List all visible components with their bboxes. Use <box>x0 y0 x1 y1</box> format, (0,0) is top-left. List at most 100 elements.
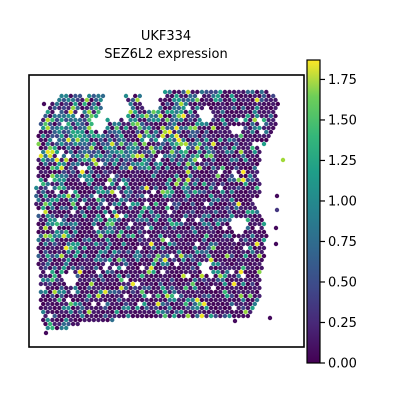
expression-spot <box>149 225 154 231</box>
expression-spot <box>250 185 255 191</box>
expression-spot <box>43 161 48 167</box>
expression-spot <box>211 165 216 171</box>
expression-spot <box>38 281 44 287</box>
expression-spot <box>213 225 218 231</box>
plot-frame <box>28 74 305 348</box>
expression-spot <box>252 301 257 307</box>
expression-spot <box>43 185 48 191</box>
expression-spot <box>105 309 110 315</box>
expression-spot <box>121 297 126 303</box>
expression-spot <box>36 189 41 195</box>
expression-spot <box>185 209 191 215</box>
expression-spot <box>87 277 92 283</box>
expression-spot <box>248 277 253 283</box>
expression-spot <box>38 225 44 231</box>
expression-spot <box>82 125 87 131</box>
expression-spot <box>229 309 234 315</box>
expression-spot <box>57 233 62 239</box>
expression-spot <box>151 221 156 227</box>
expression-spot <box>271 101 276 107</box>
expression-spot <box>213 209 218 215</box>
expression-spot <box>110 141 115 147</box>
expression-spot <box>135 105 140 111</box>
expression-spot <box>158 129 163 135</box>
expression-spot <box>43 249 48 255</box>
expression-spot <box>119 277 124 283</box>
expression-spot <box>151 253 156 259</box>
expression-spot <box>197 101 202 107</box>
expression-spot <box>93 209 99 215</box>
expression-spot <box>133 245 138 251</box>
expression-spot <box>218 129 223 135</box>
expression-spot <box>89 217 94 223</box>
expression-spot <box>146 301 152 307</box>
expression-spot <box>84 217 90 223</box>
expression-spot <box>183 133 188 139</box>
expression-spot <box>162 257 168 263</box>
expression-spot <box>66 265 71 271</box>
expression-spot <box>229 157 234 163</box>
expression-spot <box>107 225 113 231</box>
expression-spot <box>84 241 90 247</box>
expression-spot <box>250 113 255 119</box>
expression-spot <box>103 177 108 183</box>
expression-spot <box>137 93 142 99</box>
expression-spot <box>195 121 200 127</box>
expression-spot <box>50 189 55 195</box>
expression-spot <box>241 97 246 103</box>
expression-spot <box>47 129 53 135</box>
expression-spot <box>84 305 90 311</box>
expression-spot <box>208 185 214 191</box>
expression-spot <box>215 101 221 107</box>
expression-spot <box>218 241 223 247</box>
expression-spot <box>47 217 53 223</box>
expression-spot <box>222 169 228 175</box>
expression-spot <box>123 261 129 267</box>
expression-spot <box>63 237 69 243</box>
expression-spot <box>204 297 209 303</box>
expression-spot <box>190 225 195 231</box>
expression-spot <box>188 309 193 315</box>
expression-spot <box>156 181 161 187</box>
expression-spot <box>96 149 101 155</box>
expression-spot <box>96 221 101 227</box>
expression-spot <box>89 233 94 239</box>
expression-spot <box>195 313 200 319</box>
expression-spot <box>52 169 57 175</box>
expression-spot <box>121 209 126 215</box>
expression-spot <box>199 305 205 311</box>
expression-spot <box>266 109 271 115</box>
expression-spot <box>50 141 55 147</box>
expression-spot <box>34 185 39 191</box>
expression-spot <box>174 165 179 171</box>
expression-spot <box>59 285 64 291</box>
expression-spot <box>227 153 232 159</box>
expression-spot <box>103 257 108 263</box>
expression-spot <box>231 297 237 303</box>
expression-spot <box>133 157 138 163</box>
expression-spot <box>204 233 209 239</box>
expression-spot <box>128 173 133 179</box>
expression-spot <box>215 309 221 315</box>
expression-spot <box>252 165 257 171</box>
expression-spot <box>153 217 159 223</box>
expression-spot <box>66 209 71 215</box>
expression-spot <box>142 285 147 291</box>
expression-spot <box>236 113 241 119</box>
expression-spot <box>215 117 221 123</box>
expression-spot <box>229 277 234 283</box>
expression-spot <box>199 161 205 167</box>
expression-spot <box>165 157 170 163</box>
expression-spot <box>234 189 239 195</box>
expression-spot <box>252 285 257 291</box>
expression-spot <box>36 165 41 171</box>
expression-spot <box>151 141 156 147</box>
expression-spot <box>206 277 211 283</box>
expression-spot <box>151 245 156 251</box>
expression-spot <box>84 225 90 231</box>
expression-spot <box>80 305 85 311</box>
expression-spot <box>218 209 223 215</box>
expression-spot <box>206 285 211 291</box>
expression-spot <box>96 229 101 235</box>
expression-spot <box>188 165 193 171</box>
